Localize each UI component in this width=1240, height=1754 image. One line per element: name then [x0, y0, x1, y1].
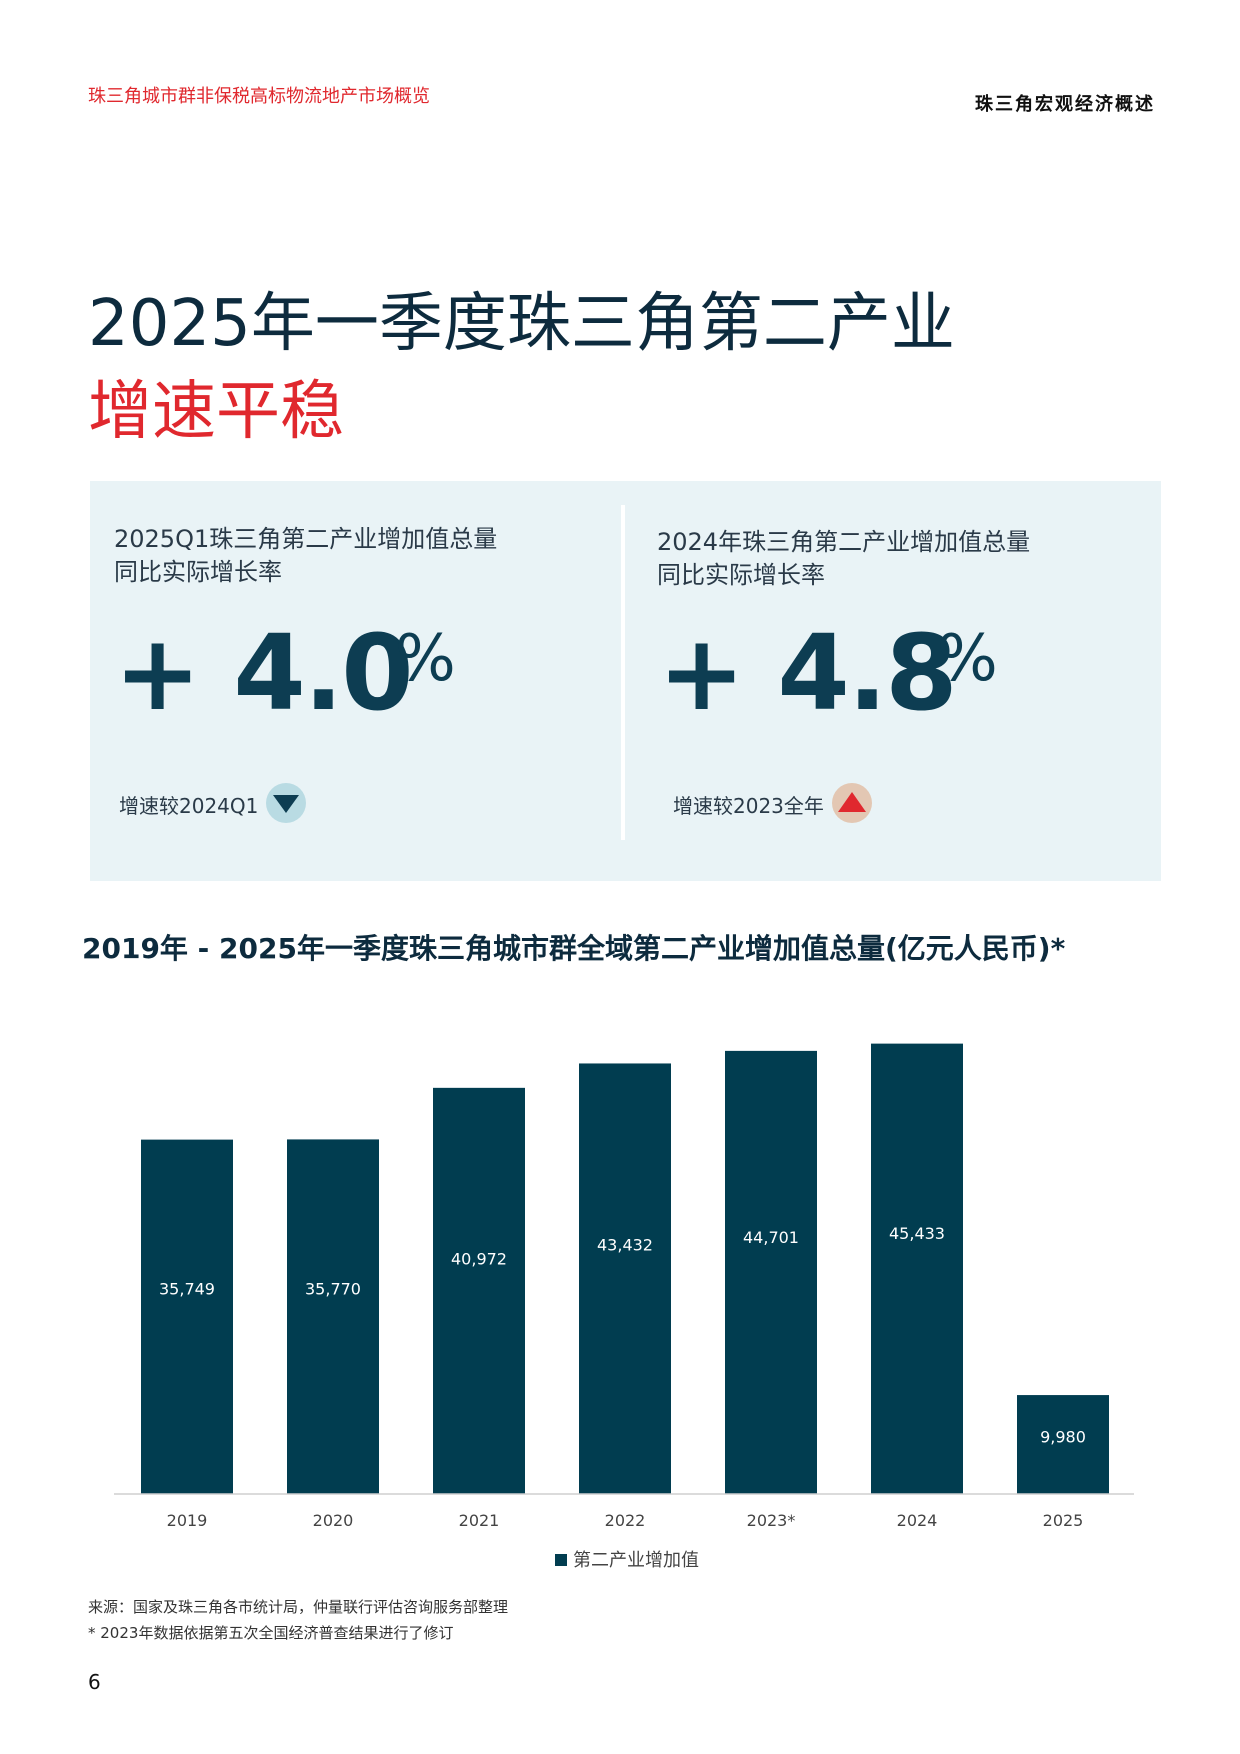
kpi-1-comparison: 增速较2024Q1: [119, 794, 259, 818]
kpi-2-label-line-1: 2024年珠三角第二产业增加值总量: [657, 528, 1031, 556]
kpi-1-trend-arrow: [273, 795, 299, 813]
data-label-2024: 45,433: [889, 1224, 945, 1243]
bar-2020: [287, 1139, 379, 1494]
data-label-2020: 35,770: [305, 1279, 361, 1298]
x-tick-label-2024: 2024: [897, 1511, 938, 1530]
kpi-1-trend-badge: [266, 783, 306, 823]
legend-label: 第二产业增加值: [573, 1550, 699, 1571]
bar-2021: [433, 1087, 525, 1494]
kpi-2-value: + 4.8: [658, 612, 958, 734]
x-tick-label-2019: 2019: [167, 1511, 208, 1530]
up-triangle-icon: [832, 783, 872, 823]
x-tick-label-2025: 2025: [1043, 1511, 1084, 1530]
x-tick-label-2023: 2023*: [747, 1511, 796, 1530]
data-label-2025: 9,980: [1040, 1428, 1086, 1447]
data-label-2021: 40,972: [451, 1249, 507, 1268]
data-label-2019: 35,749: [159, 1279, 215, 1298]
kpi-1-label-line-2: 同比实际增长率: [114, 558, 282, 586]
kpi-divider: [621, 505, 625, 840]
kpi-panel: [90, 481, 1161, 881]
x-tick-label-2021: 2021: [459, 1511, 500, 1530]
kpi-2-trend-badge: [832, 783, 872, 823]
kpi-1-label: 2025Q1珠三角第二产业增加值总量 同比实际增长率: [114, 523, 497, 589]
kpi-1-label-line-1: 2025Q1珠三角第二产业增加值总量: [114, 525, 498, 553]
bar-2019: [141, 1139, 233, 1494]
data-label-2022: 43,432: [597, 1235, 653, 1254]
x-tick-label-2020: 2020: [313, 1511, 354, 1530]
bar-2023: [725, 1050, 817, 1494]
kpi-2-unit: %: [937, 622, 998, 696]
section-title: 珠三角宏观经济概述: [975, 94, 1155, 115]
x-tick-label-2022: 2022: [605, 1511, 646, 1530]
chart-title: 2019年 - 2025年一季度珠三角城市群全域第二产业增加值总量(亿元人民币)…: [82, 932, 1066, 965]
kpi-1-value: + 4.0: [114, 612, 414, 734]
legend-swatch: [555, 1554, 567, 1566]
bar-2022: [579, 1063, 671, 1494]
kpi-2-label: 2024年珠三角第二产业增加值总量 同比实际增长率: [657, 526, 1030, 592]
bar-2025: [1017, 1395, 1109, 1494]
headline-line-2: 增速平稳: [88, 375, 344, 449]
source-note: 来源：国家及珠三角各市统计局，仲量联行评估咨询服务部整理: [88, 1598, 509, 1616]
bar-2024: [871, 1043, 963, 1494]
headline-line-1: 2025年一季度珠三角第二产业: [88, 287, 955, 361]
down-triangle-icon: [266, 783, 306, 823]
data-label-2023: 44,701: [743, 1228, 799, 1247]
kpi-2-trend-arrow: [838, 792, 866, 812]
document-subtitle: 珠三角城市群非保税高标物流地产市场概览: [88, 86, 430, 107]
kpi-1-unit: %: [395, 622, 456, 696]
kpi-2-comparison: 增速较2023全年: [673, 794, 824, 818]
kpi-2-label-line-2: 同比实际增长率: [657, 561, 825, 589]
revision-note: * 2023年数据依据第五次全国经济普查结果进行了修订: [88, 1624, 454, 1642]
page-number: 6: [88, 1670, 101, 1694]
